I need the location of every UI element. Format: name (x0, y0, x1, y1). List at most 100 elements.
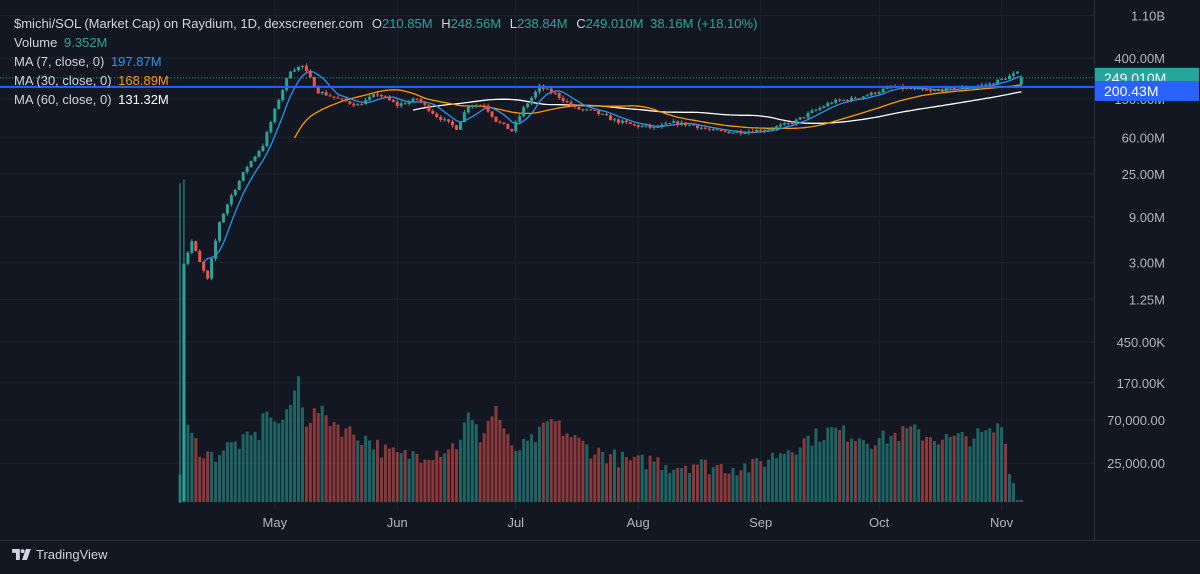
candle-body (494, 116, 498, 122)
volume-bar (490, 416, 494, 502)
candle-body (932, 90, 936, 92)
volume-bar (229, 442, 233, 502)
candle-body (474, 105, 478, 107)
candle-body (241, 172, 245, 181)
volume-bar (312, 408, 316, 502)
ma7-value: 197.87M (110, 54, 162, 69)
candle-body (273, 108, 277, 122)
volume-bar (636, 455, 640, 502)
candle-body (348, 101, 352, 104)
candle-body (210, 258, 214, 279)
candle-body (786, 123, 790, 125)
candle-body (909, 87, 913, 90)
volume-bar (498, 419, 502, 502)
candle-body (490, 111, 494, 117)
volume-bar (632, 456, 636, 502)
candle-body (565, 101, 569, 103)
candle-body (182, 263, 186, 502)
volume-bar (992, 432, 996, 502)
legend-ma60-row[interactable]: MA (60, close, 0) 131.32M (14, 90, 760, 109)
candle-body (229, 195, 233, 205)
volume-bar (340, 436, 344, 502)
volume-bar (534, 442, 537, 502)
candle-body (747, 131, 751, 134)
volume-bar (273, 421, 277, 502)
candle-body (1019, 77, 1023, 85)
candle-body (877, 92, 881, 94)
candle-body (695, 125, 699, 129)
volume-bar (518, 450, 522, 502)
volume-bar (1008, 474, 1011, 502)
volume-bar (881, 430, 885, 502)
candle-body (624, 120, 628, 123)
candle-body (202, 261, 206, 271)
volume-bar (703, 459, 707, 502)
change-value: 38.16M (+18.10%) (650, 16, 758, 31)
legend-ma7-row[interactable]: MA (7, close, 0) 197.87M (14, 52, 760, 71)
volume-bar (1015, 500, 1019, 502)
candle-body (842, 99, 846, 101)
x-tick-label: Oct (869, 515, 890, 530)
y-tick-label: 400.00M (1114, 51, 1165, 66)
candle-body (1004, 78, 1008, 80)
volume-bar (672, 469, 676, 502)
volume-bar (680, 468, 684, 502)
volume-bar (1011, 483, 1015, 502)
candle-body (427, 104, 431, 112)
candle-body (668, 123, 672, 125)
volume-bar (218, 455, 221, 502)
x-tick-label: Aug (627, 515, 650, 530)
brand-name: TradingView (36, 547, 108, 562)
legend-volume-row[interactable]: Volume 9.352M (14, 33, 760, 52)
candle-body (846, 99, 850, 102)
candle-body (502, 122, 506, 124)
candle-body (308, 70, 312, 78)
volume-bar (605, 463, 609, 502)
candle-body (403, 103, 407, 105)
candle-body (715, 129, 719, 131)
open-value: 210.85M (381, 16, 433, 31)
volume-bar (850, 438, 853, 502)
volume-bar (435, 450, 439, 502)
candle-body (620, 120, 624, 123)
tradingview-logo-icon (12, 549, 31, 560)
candle-body (451, 121, 455, 126)
ma7-price-badge (1095, 80, 1199, 101)
candle-body (798, 117, 802, 120)
candle-body (589, 109, 593, 111)
volume-bar (948, 436, 952, 502)
candle-body (593, 109, 597, 111)
candle-body (806, 113, 810, 118)
candle-body (948, 87, 952, 89)
volume-bar (190, 432, 194, 502)
candle-body (293, 70, 297, 72)
tradingview-brand[interactable]: TradingView (12, 547, 108, 562)
volume-bar (545, 421, 549, 502)
candle-body (379, 94, 383, 97)
candle-body (285, 78, 289, 91)
y-tick-label: 25,000.00 (1107, 456, 1165, 471)
volume-bar (360, 445, 364, 502)
candle-body (537, 85, 541, 92)
volume-bar (869, 448, 873, 502)
candle-body (723, 130, 727, 132)
volume-bar (668, 473, 672, 502)
candle-body (794, 119, 798, 125)
candle-body (692, 124, 695, 126)
volume-bar (751, 459, 755, 502)
volume-bar (877, 437, 881, 502)
volume-bar (806, 435, 810, 502)
candle-body (609, 115, 613, 121)
volume-bar (221, 450, 225, 502)
volume-bar (202, 458, 206, 502)
legend-ma30-row[interactable]: MA (30, close, 0) 168.89M (14, 71, 760, 90)
volume-bar (285, 409, 289, 502)
volume-bar (897, 440, 901, 502)
volume-bar (297, 376, 300, 502)
y-tick-label: 25.00M (1122, 167, 1165, 182)
candle-body (360, 104, 364, 106)
candle-body (616, 119, 620, 123)
volume-bar (328, 426, 332, 502)
